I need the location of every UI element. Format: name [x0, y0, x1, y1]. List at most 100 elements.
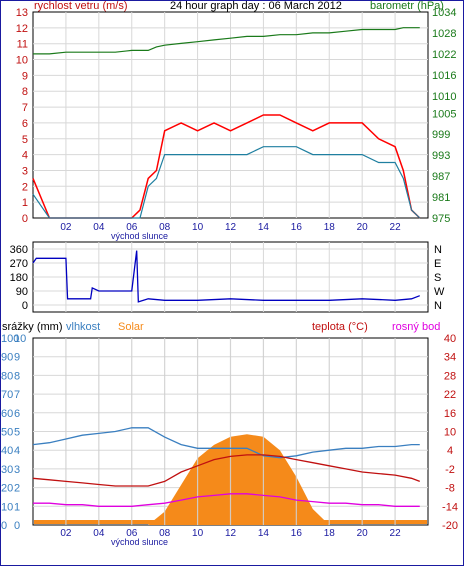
bottom-humidity-tick-label: 60 — [1, 408, 13, 420]
bottom-right-tick-label: 34 — [444, 352, 456, 364]
top-left-tick-label: 4 — [22, 150, 28, 162]
direction-right-tick-label: E — [434, 258, 441, 270]
top-left-tick-label: 10 — [16, 55, 28, 67]
bottom-x-tick-label: 16 — [291, 528, 303, 539]
legend-humidity: vlhkost — [66, 321, 100, 333]
top-right-tick-label: 1028 — [432, 28, 456, 40]
top-right-axis: 975 981 987 993 999 1005 1010 1016 1022 1028 1034 — [432, 7, 456, 225]
legend-solar: Solar — [118, 321, 144, 333]
direction-left-tick-label: 180 — [10, 272, 28, 284]
legend-temperature: teplota (°C) — [312, 321, 368, 333]
bottom-series-line-dewpoint — [33, 493, 420, 507]
top-right-tick-label: 1034 — [432, 7, 456, 19]
direction-series-line — [32, 250, 420, 303]
top-left-tick-label: 13 — [16, 7, 28, 19]
bottom-rain-tick-label: 8 — [14, 370, 20, 382]
legend-dewpoint: rosný bod — [392, 321, 440, 333]
bottom-x-tick-label: 02 — [60, 528, 72, 539]
bottom-rain-tick-label: 9 — [14, 352, 20, 364]
bottom-right-tick-label: -2 — [445, 464, 455, 476]
direction-left-tick-label: 360 — [10, 244, 28, 256]
top-right-tick-label: 981 — [432, 192, 450, 204]
top-left-tick-label: 1 — [22, 197, 28, 209]
top-x-tick-label: 14 — [258, 222, 270, 233]
top-x-tick-label: 16 — [291, 222, 303, 233]
bottom-humidity-tick-label: 70 — [1, 389, 13, 401]
direction-series — [32, 250, 420, 303]
bottom-humidity-tick-label: 10 — [1, 501, 13, 513]
top-x-tick-label: 18 — [324, 222, 336, 233]
solar-area — [33, 434, 420, 525]
direction-right-tick-label: W — [434, 286, 445, 298]
direction-left-tick-label: 0 — [22, 300, 28, 312]
bottom-x-tick-label: 08 — [159, 528, 171, 539]
bottom-humidity-tick-label: 90 — [1, 352, 13, 364]
bottom-x-tick-label: 14 — [258, 528, 270, 539]
direction-right-tick-label: S — [434, 272, 441, 284]
top-right-tick-label: 975 — [432, 213, 450, 225]
top-right-tick-label: 993 — [432, 150, 450, 162]
legend-rain: srážky (mm) — [2, 321, 63, 333]
bottom-rain-tick-label: 2 — [14, 483, 20, 495]
bottom-right-tick-label: 4 — [447, 445, 453, 457]
bottom-right-tick-label: 10 — [444, 427, 456, 439]
bottom-rain-tick-label: 7 — [14, 389, 20, 401]
bottom-x-axis: 02 04 06 08 10 12 14 16 18 20 22 — [60, 528, 401, 539]
direction-left-axis: 0 90 180 270 360 — [10, 244, 28, 312]
bottom-x-tick-label: 06 — [126, 528, 138, 539]
bottom-right-tick-label: -14 — [442, 501, 458, 513]
bottom-x-tick-label: 10 — [192, 528, 204, 539]
top-x-tick-label: 22 — [390, 222, 402, 233]
top-x-tick-label: 06 — [126, 222, 138, 233]
top-right-tick-label: 1010 — [432, 91, 456, 103]
top-series-line-wind_avg — [32, 146, 421, 219]
top-left-tick-label: 2 — [22, 181, 28, 193]
bottom-right-tick-label: 28 — [444, 370, 456, 382]
chart-title: 24 hour graph day : 06 March 2012 — [170, 0, 342, 12]
bottom-rain-tick-label: 4 — [14, 445, 20, 457]
bottom-right-axis: -20 -14 -8 -2 4 10 16 22 28 34 40 — [442, 333, 458, 532]
bottom-right-tick-label: -20 — [442, 520, 458, 532]
bottom-right-tick-label: 40 — [444, 333, 456, 345]
top-left-tick-label: 0 — [22, 213, 28, 225]
direction-right-tick-label: N — [434, 244, 442, 256]
bottom-x-tick-label: 18 — [324, 528, 336, 539]
top-x-tick-label: 02 — [60, 222, 72, 233]
direction-left-tick-label: 90 — [16, 286, 28, 298]
bottom-right-tick-label: -8 — [445, 483, 455, 495]
bottom-humidity-tick-label: 100 — [1, 333, 19, 345]
bottom-humidity-tick-label: 50 — [1, 427, 13, 439]
barometer-label: barometr (hPa) — [370, 0, 444, 12]
bottom-x-tick-label: 22 — [390, 528, 402, 539]
top-x-axis: 02 04 06 08 10 12 14 16 18 20 22 — [60, 222, 401, 233]
sunrise-label-top: východ slunce — [111, 231, 168, 241]
top-left-tick-label: 7 — [22, 102, 28, 114]
top-right-tick-label: 1022 — [432, 49, 456, 61]
bottom-series — [32, 338, 427, 525]
bottom-rain-tick-label: 1 — [14, 501, 20, 513]
bottom-rain-tick-label: 3 — [14, 464, 20, 476]
top-x-tick-label: 04 — [93, 222, 105, 233]
bottom-right-tick-label: 16 — [444, 408, 456, 420]
top-right-tick-label: 1016 — [432, 70, 456, 82]
top-right-tick-label: 1005 — [432, 108, 456, 120]
top-left-tick-label: 6 — [22, 118, 28, 130]
direction-right-tick-label: N — [434, 300, 442, 312]
top-x-tick-label: 12 — [225, 222, 237, 233]
top-left-tick-label: 5 — [22, 134, 28, 146]
bottom-x-tick-label: 12 — [225, 528, 237, 539]
top-left-tick-label: 8 — [22, 86, 28, 98]
bottom-right-tick-label: 22 — [444, 389, 456, 401]
top-right-tick-label: 999 — [432, 129, 450, 141]
bottom-series-line-humidity — [32, 427, 420, 459]
top-series-line-pressure — [33, 27, 420, 55]
top-left-tick-label: 9 — [22, 70, 28, 82]
bottom-humidity-tick-label: 20 — [1, 483, 13, 495]
bottom-humidity-tick-label: 80 — [1, 370, 13, 382]
bottom-rain-tick-label: 5 — [14, 427, 20, 439]
bottom-x-tick-label: 20 — [357, 528, 369, 539]
